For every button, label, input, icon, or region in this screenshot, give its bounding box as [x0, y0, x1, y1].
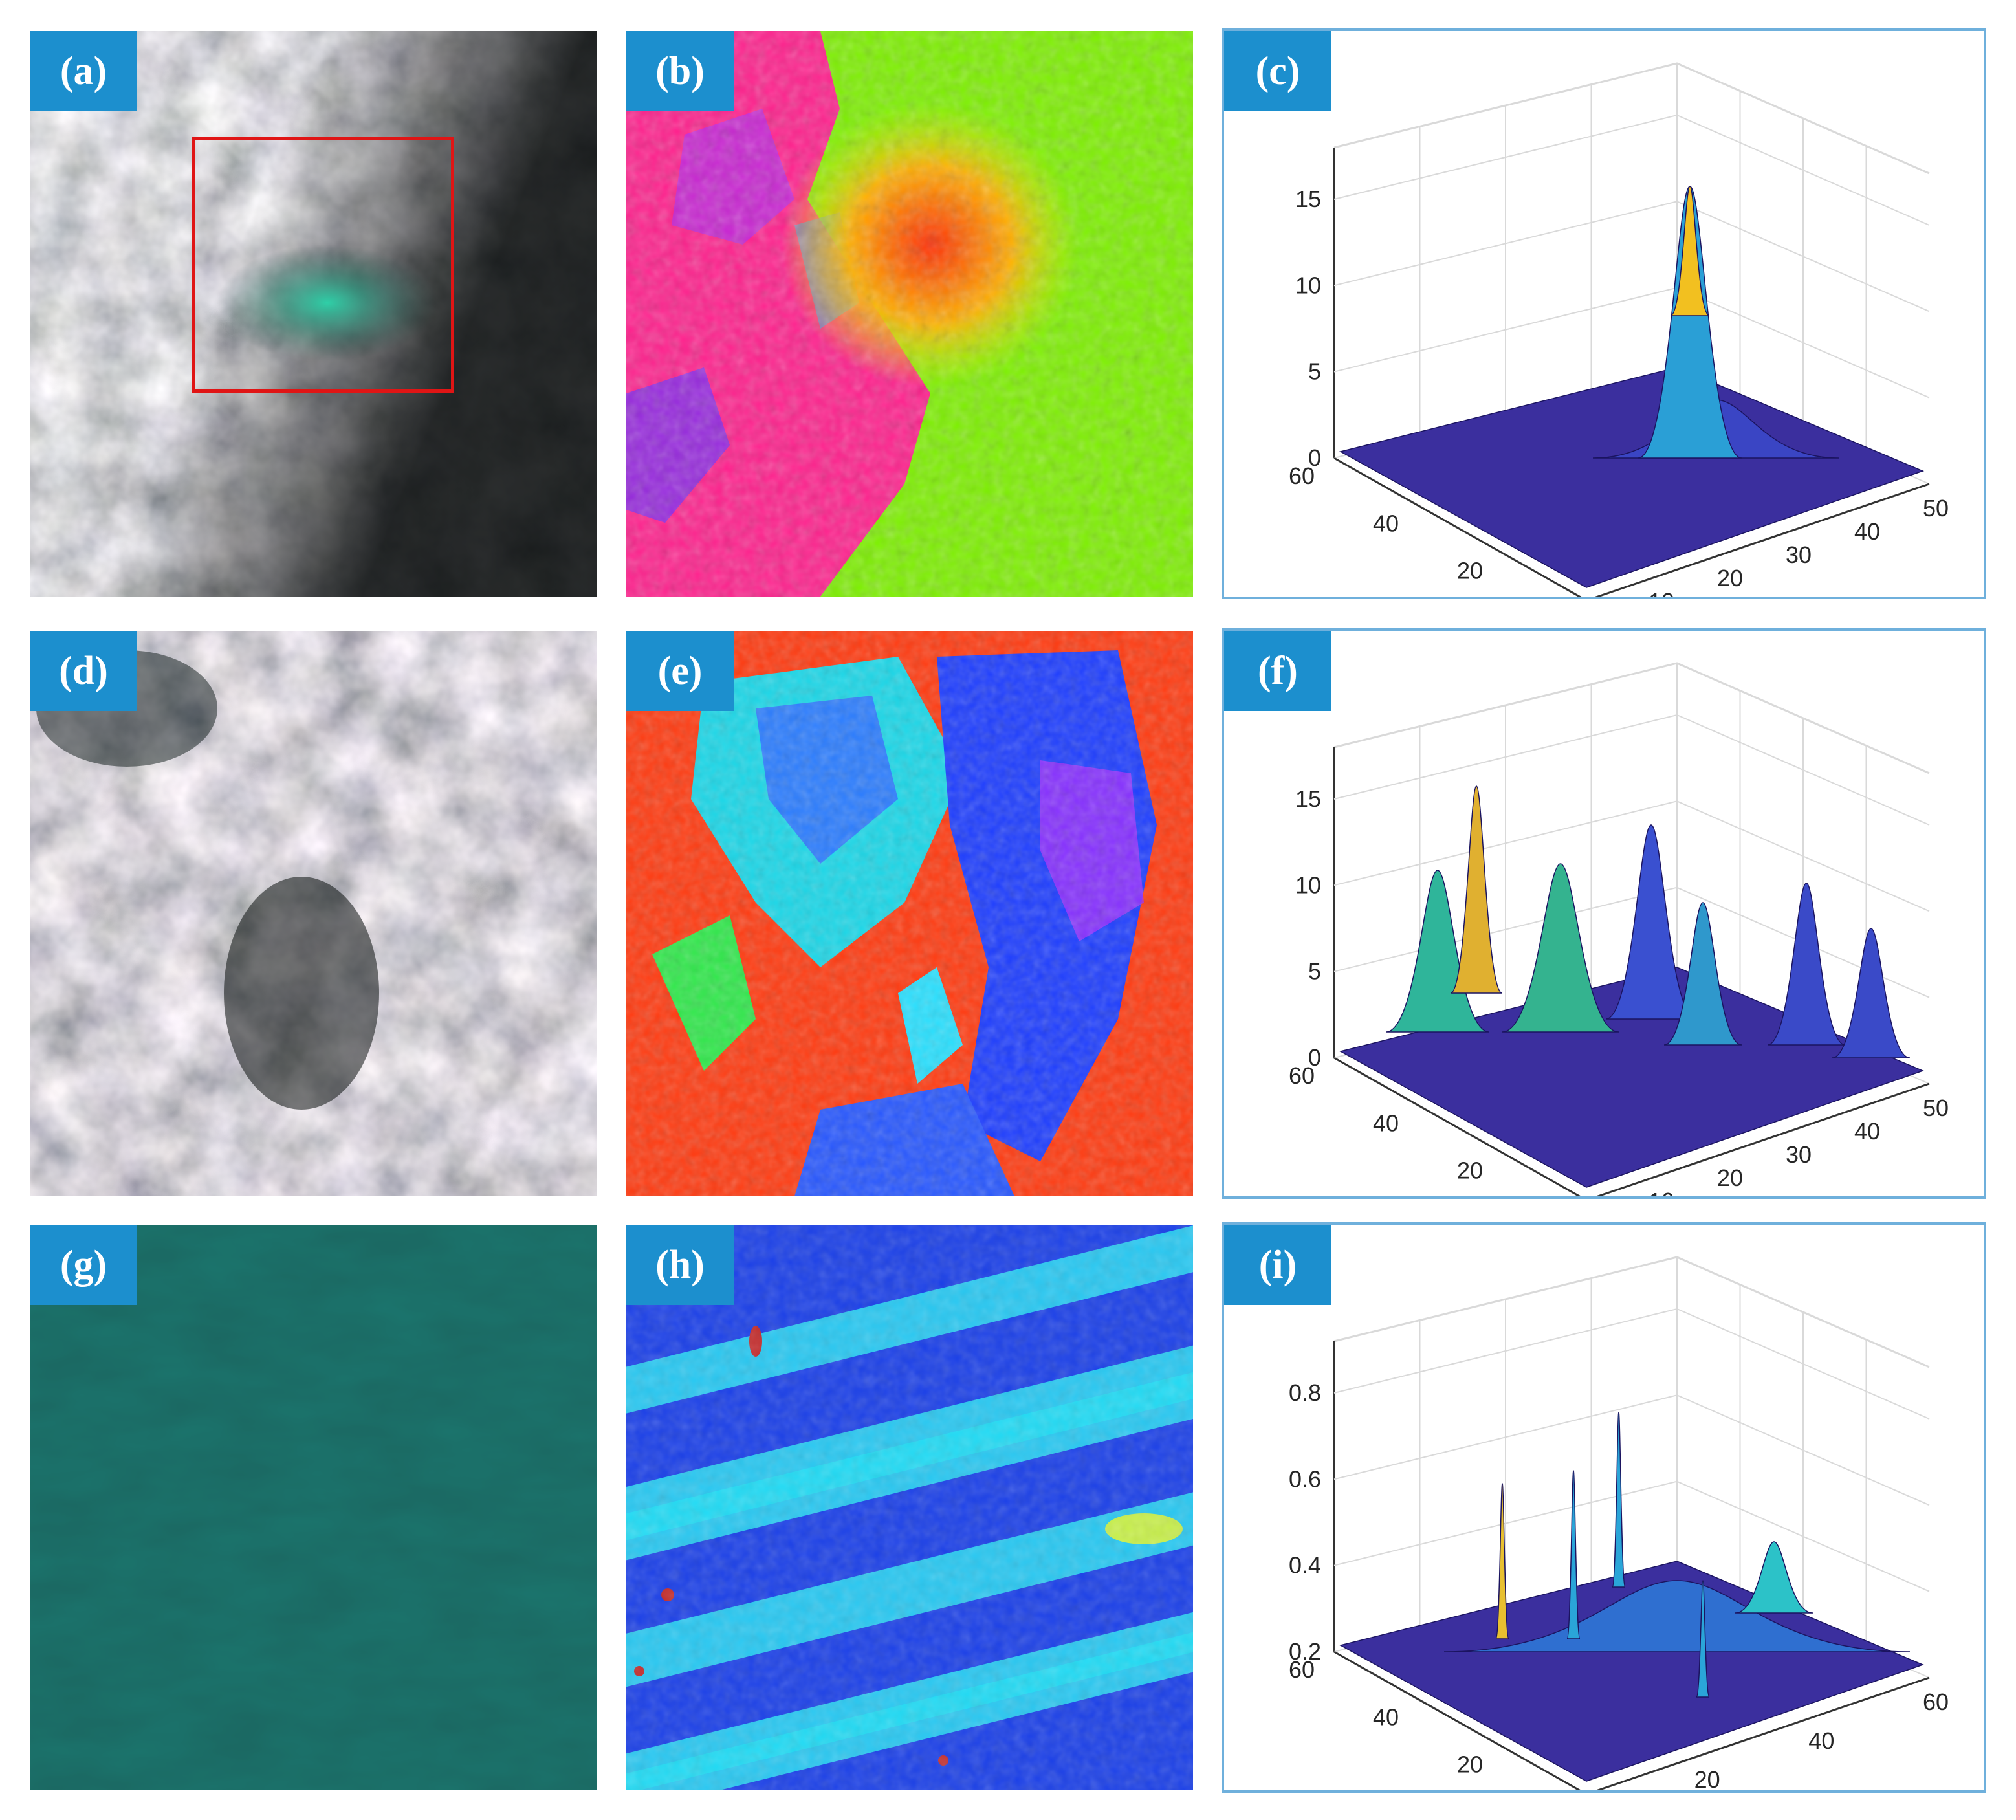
x-tick-label: 20	[1717, 565, 1743, 591]
panel-label-h: (h)	[626, 1225, 734, 1305]
x-tick-label: 50	[1923, 495, 1949, 521]
y-tick-label: 20	[1457, 1751, 1483, 1778]
panel-label-b: (b)	[626, 31, 734, 111]
class-map-e	[626, 631, 1193, 1196]
y-tick-label: 60	[1289, 463, 1315, 489]
y-tick-label: 20	[1457, 558, 1483, 584]
z-tick-label: 15	[1295, 785, 1321, 812]
panel-b: (b)	[626, 31, 1193, 597]
surface	[1339, 785, 1925, 1188]
z-tick-label: 0.8	[1289, 1379, 1321, 1406]
plot-axes: 0.20.40.60.802040600204060	[1289, 1256, 1949, 1790]
z-tick-label: 0	[1308, 1044, 1321, 1071]
z-tick-label: 5	[1308, 958, 1321, 985]
y-tick-label: 60	[1289, 1062, 1315, 1089]
z-tick-label: 5	[1308, 358, 1321, 385]
surface	[1339, 186, 1925, 588]
panel-label-a: (a)	[30, 31, 137, 111]
panel-label-f: (f)	[1224, 631, 1331, 711]
x-tick-label: 10	[1649, 588, 1674, 597]
satellite-image-d	[30, 631, 597, 1196]
y-tick-label: 40	[1373, 1110, 1399, 1136]
x-tick-label: 40	[1854, 1118, 1880, 1145]
x-tick-label: 40	[1854, 518, 1880, 545]
panel-label-c: (c)	[1224, 31, 1331, 111]
surface-plot-c: 051015020406001020304050	[1289, 62, 1949, 597]
surface-plot-f: 051015020406001020304050	[1289, 662, 1949, 1196]
z-tick-label: 0.2	[1289, 1638, 1321, 1665]
panel-label-e: (e)	[626, 631, 734, 711]
z-tick-label: 10	[1295, 872, 1321, 898]
x-tick-label: 20	[1717, 1165, 1743, 1191]
panel-label-i: (i)	[1224, 1225, 1331, 1305]
panel-i: 0.20.40.60.802040600204060 (i)	[1222, 1222, 1986, 1793]
y-tick-label: 40	[1373, 1704, 1399, 1730]
y-tick-label: 20	[1457, 1157, 1483, 1184]
x-tick-label: 50	[1923, 1095, 1949, 1121]
y-tick-label: 60	[1289, 1656, 1315, 1683]
panel-d: (d)	[30, 631, 597, 1196]
panel-c: 051015020406001020304050 (c)	[1222, 28, 1986, 599]
y-tick-label: 40	[1373, 510, 1399, 536]
panel-label-d: (d)	[30, 631, 137, 711]
panel-label-g: (g)	[30, 1225, 137, 1305]
x-tick-label: 30	[1786, 542, 1812, 568]
z-tick-label: 15	[1295, 186, 1321, 212]
z-tick-label: 0	[1308, 444, 1321, 471]
index-map-h	[626, 1225, 1193, 1790]
panel-f: 051015020406001020304050 (f)	[1222, 628, 1986, 1199]
panel-e: (e)	[626, 631, 1193, 1196]
x-tick-label: 30	[1786, 1141, 1812, 1168]
x-tick-label: 20	[1694, 1766, 1720, 1790]
roi-box	[192, 137, 454, 393]
x-tick-label: 10	[1649, 1188, 1674, 1196]
z-tick-label: 0.6	[1289, 1465, 1321, 1492]
satellite-image-g	[30, 1225, 597, 1790]
surface	[1339, 1412, 1925, 1782]
x-tick-label: 40	[1808, 1727, 1834, 1754]
class-map-b	[626, 31, 1193, 597]
satellite-image-a	[30, 31, 597, 597]
panel-h: (h)	[626, 1225, 1193, 1790]
x-tick-label: 60	[1923, 1689, 1949, 1715]
surface-plot-i: 0.20.40.60.802040600204060	[1289, 1256, 1949, 1790]
panel-a: (a)	[30, 31, 597, 597]
z-tick-label: 10	[1295, 272, 1321, 298]
z-tick-label: 0.4	[1289, 1552, 1321, 1579]
panel-g: (g)	[30, 1225, 597, 1790]
